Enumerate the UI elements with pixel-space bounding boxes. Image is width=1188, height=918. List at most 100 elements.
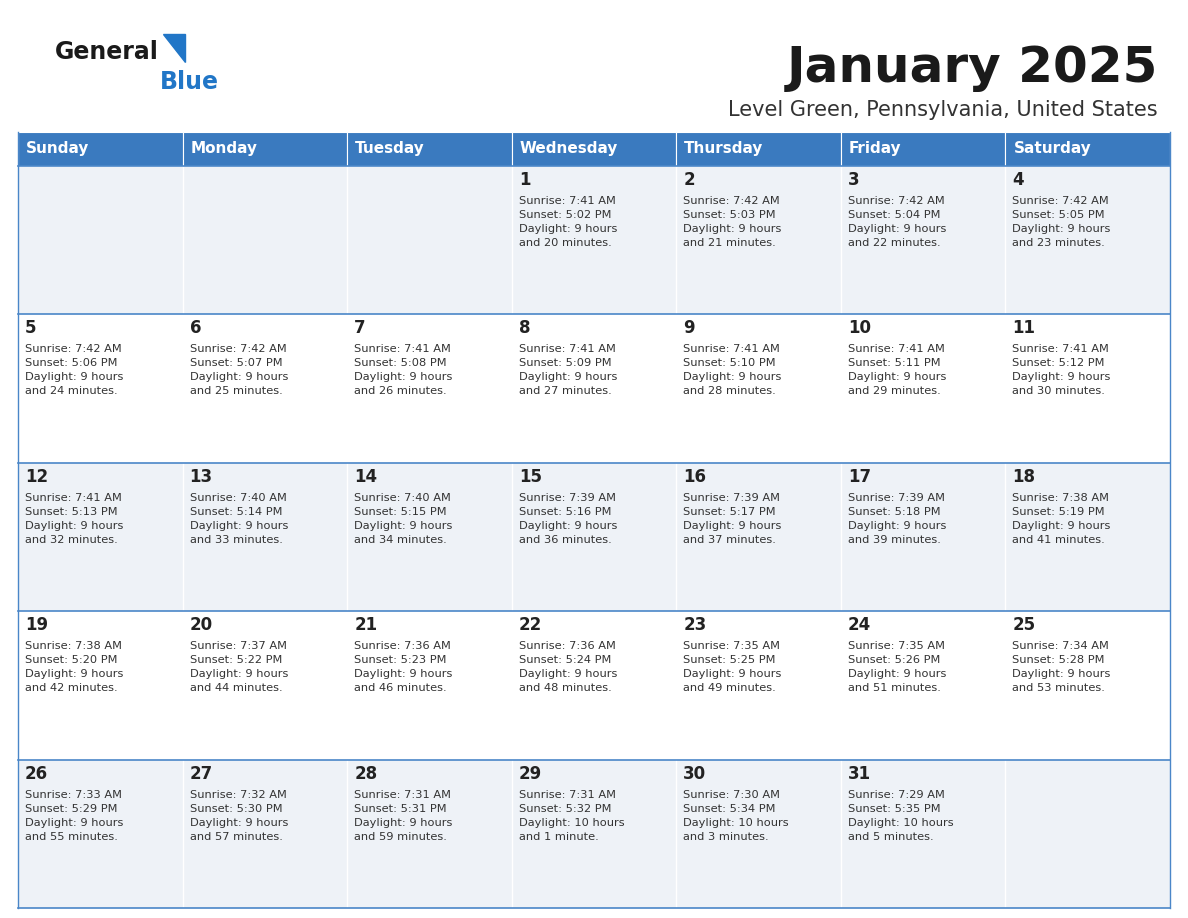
Text: Sunrise: 7:34 AM
Sunset: 5:28 PM
Daylight: 9 hours
and 53 minutes.: Sunrise: 7:34 AM Sunset: 5:28 PM Dayligh…	[1012, 641, 1111, 693]
Text: Sunrise: 7:42 AM
Sunset: 5:04 PM
Daylight: 9 hours
and 22 minutes.: Sunrise: 7:42 AM Sunset: 5:04 PM Dayligh…	[848, 196, 946, 248]
Bar	[841, 166, 1005, 314]
Bar	[347, 166, 512, 314]
Text: Sunrise: 7:41 AM
Sunset: 5:10 PM
Daylight: 9 hours
and 28 minutes.: Sunrise: 7:41 AM Sunset: 5:10 PM Dayligh…	[683, 344, 782, 397]
Bar	[1005, 314, 1170, 463]
Text: 15: 15	[519, 468, 542, 486]
Bar	[841, 611, 1005, 759]
Text: 18: 18	[1012, 468, 1036, 486]
Text: Level Green, Pennsylvania, United States: Level Green, Pennsylvania, United States	[728, 100, 1158, 120]
Text: 11: 11	[1012, 319, 1036, 338]
Bar	[512, 463, 676, 611]
Bar	[1005, 463, 1170, 611]
Text: Wednesday: Wednesday	[519, 141, 618, 156]
Text: 24: 24	[848, 616, 871, 634]
Bar	[512, 759, 676, 908]
Text: Sunrise: 7:35 AM
Sunset: 5:25 PM
Daylight: 9 hours
and 49 minutes.: Sunrise: 7:35 AM Sunset: 5:25 PM Dayligh…	[683, 641, 782, 693]
Text: Sunrise: 7:40 AM
Sunset: 5:14 PM
Daylight: 9 hours
and 33 minutes.: Sunrise: 7:40 AM Sunset: 5:14 PM Dayligh…	[190, 493, 287, 544]
Bar	[512, 166, 676, 314]
Text: Sunrise: 7:31 AM
Sunset: 5:32 PM
Daylight: 10 hours
and 1 minute.: Sunrise: 7:31 AM Sunset: 5:32 PM Dayligh…	[519, 789, 625, 842]
Text: 26: 26	[25, 765, 49, 783]
Text: 28: 28	[354, 765, 378, 783]
Text: 17: 17	[848, 468, 871, 486]
Bar	[676, 759, 841, 908]
Bar	[347, 611, 512, 759]
Bar	[676, 314, 841, 463]
Text: 21: 21	[354, 616, 378, 634]
Text: 22: 22	[519, 616, 542, 634]
Bar	[183, 314, 347, 463]
Bar	[1005, 166, 1170, 314]
Bar	[676, 611, 841, 759]
Polygon shape	[163, 34, 185, 62]
Text: Sunrise: 7:31 AM
Sunset: 5:31 PM
Daylight: 9 hours
and 59 minutes.: Sunrise: 7:31 AM Sunset: 5:31 PM Dayligh…	[354, 789, 453, 842]
Text: 6: 6	[190, 319, 201, 338]
Text: Thursday: Thursday	[684, 141, 764, 156]
Text: 27: 27	[190, 765, 213, 783]
Text: Tuesday: Tuesday	[355, 141, 425, 156]
Text: Saturday: Saturday	[1013, 141, 1092, 156]
Text: Sunrise: 7:39 AM
Sunset: 5:17 PM
Daylight: 9 hours
and 37 minutes.: Sunrise: 7:39 AM Sunset: 5:17 PM Dayligh…	[683, 493, 782, 544]
Text: 10: 10	[848, 319, 871, 338]
Bar	[1005, 132, 1170, 166]
Bar	[347, 132, 512, 166]
Bar	[347, 314, 512, 463]
Text: 19: 19	[25, 616, 49, 634]
Text: Sunrise: 7:29 AM
Sunset: 5:35 PM
Daylight: 10 hours
and 5 minutes.: Sunrise: 7:29 AM Sunset: 5:35 PM Dayligh…	[848, 789, 954, 842]
Text: Sunrise: 7:37 AM
Sunset: 5:22 PM
Daylight: 9 hours
and 44 minutes.: Sunrise: 7:37 AM Sunset: 5:22 PM Dayligh…	[190, 641, 287, 693]
Text: 13: 13	[190, 468, 213, 486]
Bar	[18, 166, 183, 314]
Text: Sunrise: 7:38 AM
Sunset: 5:19 PM
Daylight: 9 hours
and 41 minutes.: Sunrise: 7:38 AM Sunset: 5:19 PM Dayligh…	[1012, 493, 1111, 544]
Text: 8: 8	[519, 319, 530, 338]
Text: January 2025: January 2025	[786, 44, 1158, 92]
Bar	[347, 759, 512, 908]
Text: Sunrise: 7:41 AM
Sunset: 5:12 PM
Daylight: 9 hours
and 30 minutes.: Sunrise: 7:41 AM Sunset: 5:12 PM Dayligh…	[1012, 344, 1111, 397]
Bar	[347, 463, 512, 611]
Text: 4: 4	[1012, 171, 1024, 189]
Bar	[183, 132, 347, 166]
Bar	[183, 611, 347, 759]
Text: 5: 5	[25, 319, 37, 338]
Text: 16: 16	[683, 468, 707, 486]
Text: 2: 2	[683, 171, 695, 189]
Bar	[183, 463, 347, 611]
Text: Sunrise: 7:38 AM
Sunset: 5:20 PM
Daylight: 9 hours
and 42 minutes.: Sunrise: 7:38 AM Sunset: 5:20 PM Dayligh…	[25, 641, 124, 693]
Text: 1: 1	[519, 171, 530, 189]
Text: Sunrise: 7:41 AM
Sunset: 5:13 PM
Daylight: 9 hours
and 32 minutes.: Sunrise: 7:41 AM Sunset: 5:13 PM Dayligh…	[25, 493, 124, 544]
Text: Friday: Friday	[849, 141, 902, 156]
Text: Sunrise: 7:42 AM
Sunset: 5:05 PM
Daylight: 9 hours
and 23 minutes.: Sunrise: 7:42 AM Sunset: 5:05 PM Dayligh…	[1012, 196, 1111, 248]
Text: 7: 7	[354, 319, 366, 338]
Bar	[1005, 611, 1170, 759]
Text: Sunrise: 7:30 AM
Sunset: 5:34 PM
Daylight: 10 hours
and 3 minutes.: Sunrise: 7:30 AM Sunset: 5:34 PM Dayligh…	[683, 789, 789, 842]
Text: Sunrise: 7:39 AM
Sunset: 5:18 PM
Daylight: 9 hours
and 39 minutes.: Sunrise: 7:39 AM Sunset: 5:18 PM Dayligh…	[848, 493, 946, 544]
Bar	[841, 314, 1005, 463]
Text: General: General	[55, 40, 159, 64]
Bar	[841, 463, 1005, 611]
Text: 9: 9	[683, 319, 695, 338]
Text: Sunrise: 7:36 AM
Sunset: 5:24 PM
Daylight: 9 hours
and 48 minutes.: Sunrise: 7:36 AM Sunset: 5:24 PM Dayligh…	[519, 641, 617, 693]
Text: 12: 12	[25, 468, 49, 486]
Text: Sunrise: 7:41 AM
Sunset: 5:11 PM
Daylight: 9 hours
and 29 minutes.: Sunrise: 7:41 AM Sunset: 5:11 PM Dayligh…	[848, 344, 946, 397]
Text: Sunrise: 7:40 AM
Sunset: 5:15 PM
Daylight: 9 hours
and 34 minutes.: Sunrise: 7:40 AM Sunset: 5:15 PM Dayligh…	[354, 493, 453, 544]
Bar	[18, 463, 183, 611]
Text: Sunrise: 7:41 AM
Sunset: 5:08 PM
Daylight: 9 hours
and 26 minutes.: Sunrise: 7:41 AM Sunset: 5:08 PM Dayligh…	[354, 344, 453, 397]
Text: Sunrise: 7:41 AM
Sunset: 5:09 PM
Daylight: 9 hours
and 27 minutes.: Sunrise: 7:41 AM Sunset: 5:09 PM Dayligh…	[519, 344, 617, 397]
Bar	[183, 166, 347, 314]
Text: Sunrise: 7:35 AM
Sunset: 5:26 PM
Daylight: 9 hours
and 51 minutes.: Sunrise: 7:35 AM Sunset: 5:26 PM Dayligh…	[848, 641, 946, 693]
Bar	[18, 759, 183, 908]
Text: Sunrise: 7:33 AM
Sunset: 5:29 PM
Daylight: 9 hours
and 55 minutes.: Sunrise: 7:33 AM Sunset: 5:29 PM Dayligh…	[25, 789, 124, 842]
Text: 14: 14	[354, 468, 378, 486]
Bar	[676, 463, 841, 611]
Bar	[676, 166, 841, 314]
Bar	[841, 759, 1005, 908]
Bar	[676, 132, 841, 166]
Text: Sunrise: 7:41 AM
Sunset: 5:02 PM
Daylight: 9 hours
and 20 minutes.: Sunrise: 7:41 AM Sunset: 5:02 PM Dayligh…	[519, 196, 617, 248]
Text: 25: 25	[1012, 616, 1036, 634]
Bar	[512, 132, 676, 166]
Bar	[183, 759, 347, 908]
Text: Sunrise: 7:42 AM
Sunset: 5:03 PM
Daylight: 9 hours
and 21 minutes.: Sunrise: 7:42 AM Sunset: 5:03 PM Dayligh…	[683, 196, 782, 248]
Text: Sunrise: 7:32 AM
Sunset: 5:30 PM
Daylight: 9 hours
and 57 minutes.: Sunrise: 7:32 AM Sunset: 5:30 PM Dayligh…	[190, 789, 287, 842]
Bar	[1005, 759, 1170, 908]
Bar	[512, 314, 676, 463]
Text: Sunday: Sunday	[26, 141, 89, 156]
Text: Monday: Monday	[190, 141, 258, 156]
